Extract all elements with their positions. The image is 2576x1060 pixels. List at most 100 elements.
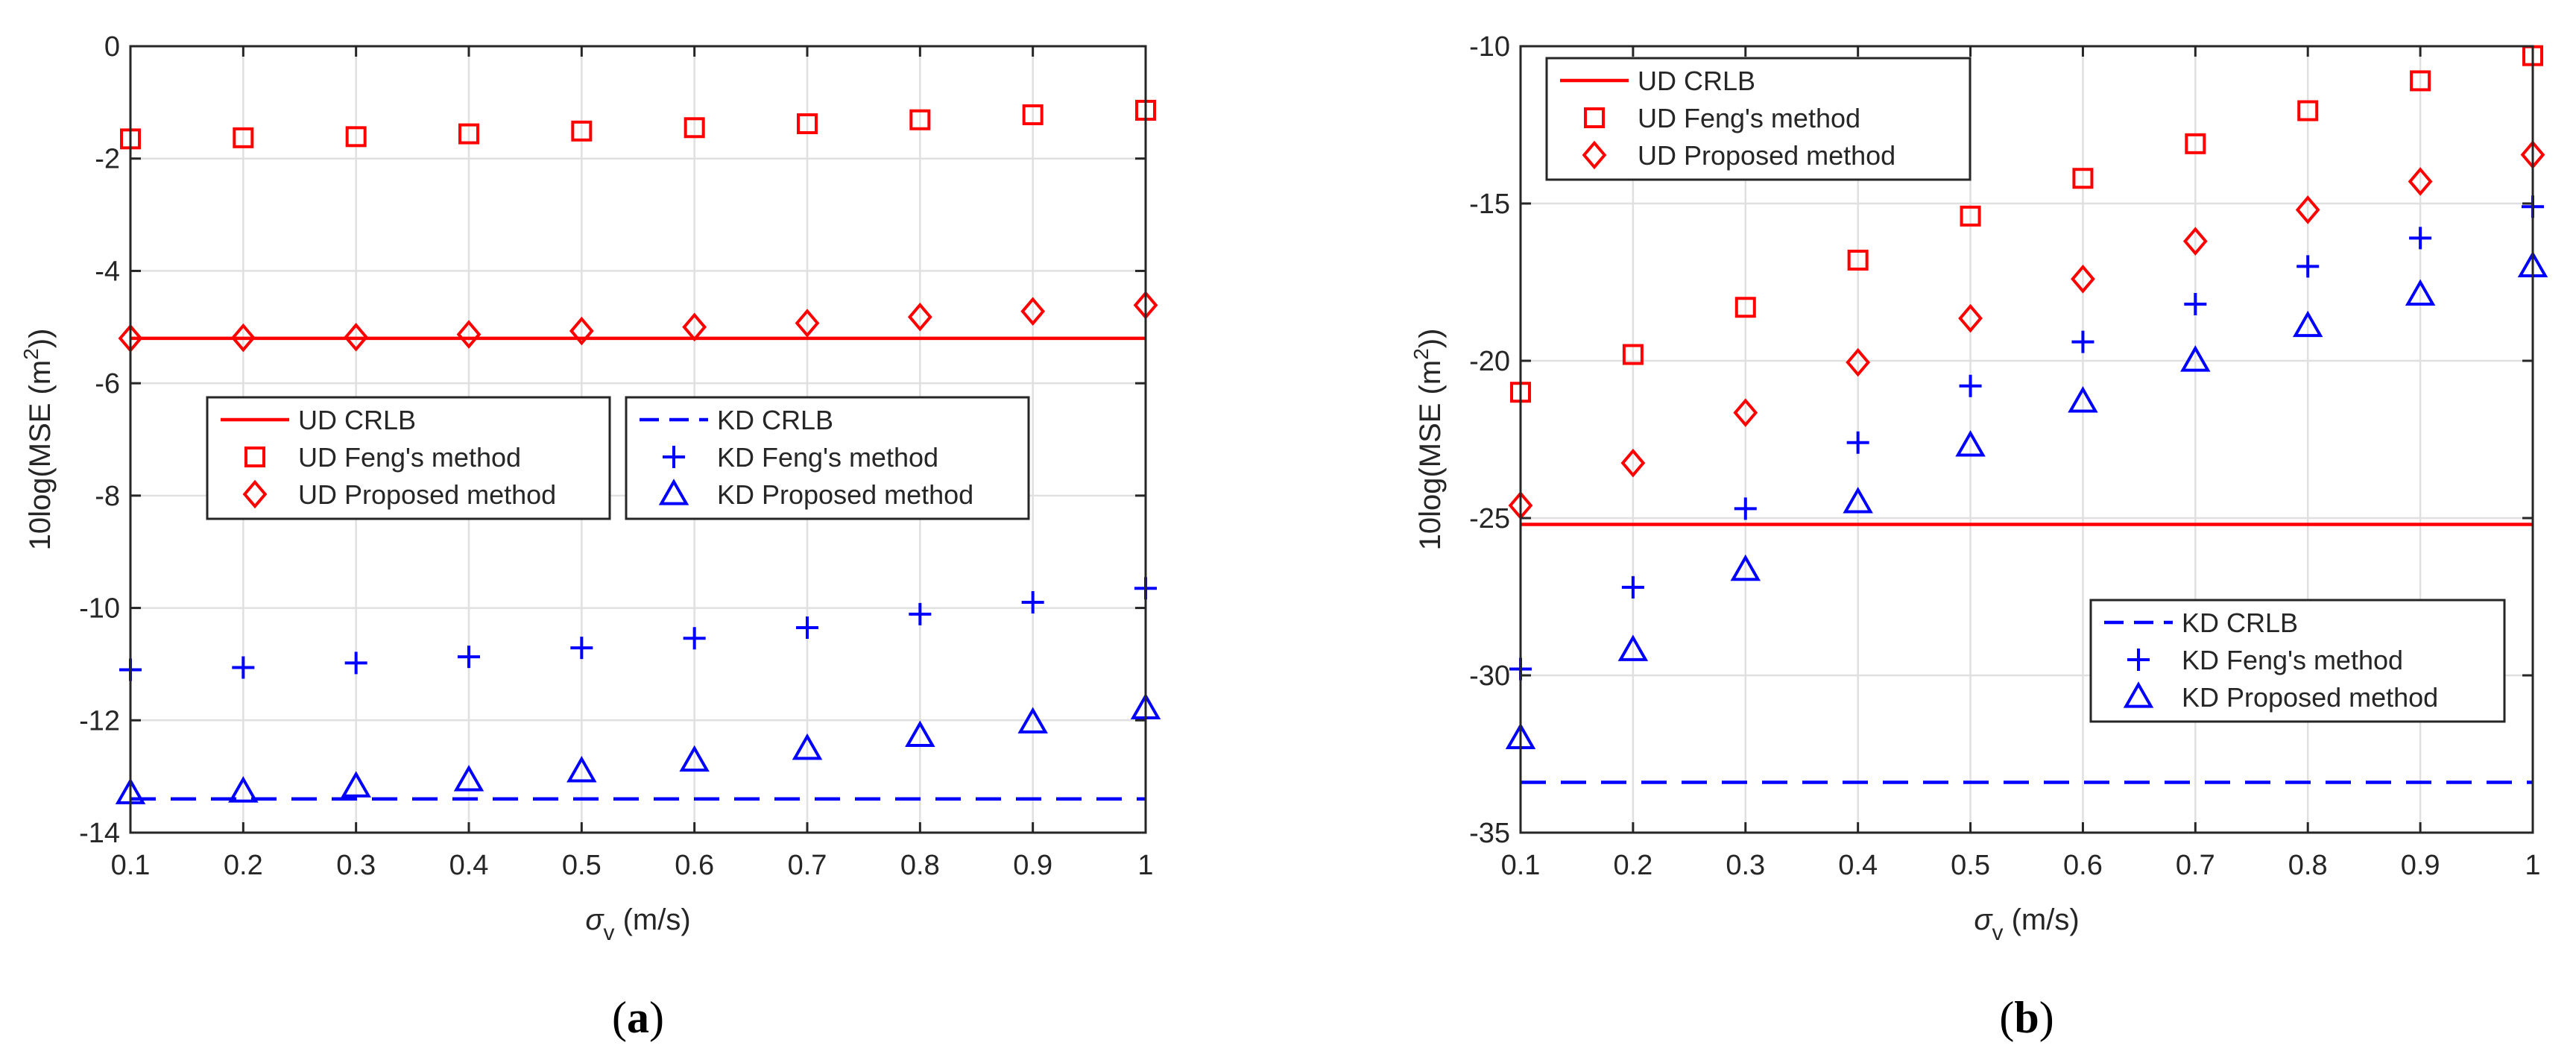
legend-marker-swatch xyxy=(2123,681,2154,708)
legend-label: UD Feng's method xyxy=(298,442,521,473)
legend-box xyxy=(206,396,611,520)
y-tick-label: -2 xyxy=(95,144,120,175)
x-tick-label: 0.5 xyxy=(562,850,602,881)
data-point xyxy=(2405,279,2436,306)
x-tick-label: 0.7 xyxy=(2176,850,2215,881)
data-point xyxy=(2182,227,2208,256)
legend-marker-swatch xyxy=(663,446,685,468)
panel-label-letter: b xyxy=(2014,993,2039,1042)
legend-marker-swatch xyxy=(2127,649,2150,671)
panel-label-close: ) xyxy=(649,993,664,1042)
data-point xyxy=(344,652,367,675)
data-point xyxy=(1733,398,1758,427)
legend-marker-swatch xyxy=(244,447,265,467)
panel-label-close: ) xyxy=(2039,993,2054,1042)
data-point xyxy=(2185,133,2206,154)
legend-marker-swatch xyxy=(1582,140,1607,170)
data-point xyxy=(1620,448,1646,478)
panel-label-letter: a xyxy=(627,993,649,1042)
y-tick-label: -12 xyxy=(79,705,120,736)
x-axis-label-units: (m/s) xyxy=(614,903,690,936)
y-axis-label-main: 10log(MSE (m xyxy=(24,360,57,551)
legend-label: UD Proposed method xyxy=(1638,140,1895,171)
data-point xyxy=(345,126,367,148)
data-point xyxy=(1621,575,1644,599)
x-tick-label: 0.5 xyxy=(1951,850,1990,881)
data-point xyxy=(458,646,480,669)
data-point xyxy=(1017,707,1048,734)
data-point xyxy=(2068,386,2098,413)
x-tick-label: 0.2 xyxy=(224,850,263,881)
data-point xyxy=(683,627,706,650)
data-point xyxy=(1734,297,1756,318)
data-point xyxy=(344,323,369,352)
x-tick-label: 0.7 xyxy=(788,850,827,881)
y-tick-label: -20 xyxy=(1469,346,1510,377)
x-tick-label: 0.8 xyxy=(2288,850,2328,881)
data-point xyxy=(796,616,818,639)
data-point xyxy=(1022,104,1044,125)
y-tick-label: -10 xyxy=(79,593,120,625)
x-tick-label: 0.6 xyxy=(675,850,714,881)
chart-a: 0.1 0.2 0.3 0.4 0.5 0.6 0.7 0.8 0.9 1 -14 -12 -10 -8 -… xyxy=(19,31,1161,1042)
data-point xyxy=(905,720,935,747)
data-point xyxy=(2072,168,2094,189)
legend-label: KD Feng's method xyxy=(717,442,938,473)
data-point xyxy=(1843,487,1873,514)
axes-box xyxy=(1519,45,2534,834)
data-point xyxy=(1955,430,1986,457)
data-point xyxy=(2071,264,2095,294)
data-point xyxy=(453,765,484,792)
data-point xyxy=(1958,303,1983,333)
y-axis-label: 10log(MSE (m2)) xyxy=(19,329,57,551)
data-point xyxy=(795,309,820,338)
data-point xyxy=(2180,345,2211,372)
data-point xyxy=(2408,167,2433,196)
legend-box xyxy=(2089,599,2506,723)
data-point xyxy=(228,776,259,803)
y-axis-label-tail: )) xyxy=(1414,329,1447,349)
data-point xyxy=(233,127,254,148)
data-point xyxy=(232,656,255,679)
data-point xyxy=(570,637,593,660)
data-point xyxy=(2295,195,2320,224)
data-point xyxy=(907,302,932,332)
y-axis-label-superscript: 2 xyxy=(19,348,42,360)
data-point xyxy=(1846,347,1871,377)
legend-label: UD CRLB xyxy=(1638,66,1755,96)
y-tick-label: -25 xyxy=(1469,503,1510,534)
legend-marker-swatch xyxy=(658,479,689,505)
data-point xyxy=(1734,497,1757,520)
series-ud-feng-s-method xyxy=(1510,45,2543,403)
y-tick-label: -35 xyxy=(1469,818,1510,849)
data-point xyxy=(679,745,710,772)
x-axis-label: σv (m/s) xyxy=(585,903,690,945)
legend: UD CRLB UD Feng's method UD Proposed metho… xyxy=(1545,57,1972,181)
data-point xyxy=(1847,249,1869,271)
legend-label: KD Feng's method xyxy=(2182,645,2403,675)
y-tick-label: -30 xyxy=(1469,660,1510,692)
chart-b: 0.1 0.2 0.3 0.4 0.5 0.6 0.7 0.8 0.9 1 -35 -30 -25 -20… xyxy=(1409,31,2548,1042)
x-axis-label-units: (m/s) xyxy=(2003,903,2079,936)
legend-marker-swatch xyxy=(1584,107,1605,128)
x-axis-label: σv (m/s) xyxy=(1974,903,2079,945)
y-tick-label: -8 xyxy=(95,481,120,512)
x-tick-label: 0.2 xyxy=(1613,850,1652,881)
y-tick-label: -6 xyxy=(95,368,120,400)
axes-box xyxy=(129,45,1147,834)
data-point xyxy=(2296,255,2320,278)
x-tick-label: 0.4 xyxy=(1838,850,1878,881)
series-kd-proposed-method xyxy=(1505,250,2548,749)
x-tick-label: 1 xyxy=(2525,850,2540,881)
x-axis-label-subscript: v xyxy=(603,921,614,945)
y-tick-label: 0 xyxy=(104,31,120,63)
legend: KD CRLB KD Feng's method KD Proposed metho… xyxy=(625,396,1030,520)
legend: KD CRLB KD Feng's method KD Proposed metho… xyxy=(2089,599,2506,723)
data-point xyxy=(797,113,818,134)
x-tick-label: 0.3 xyxy=(336,850,376,881)
data-point xyxy=(458,123,479,145)
panel-label: (b) xyxy=(1999,993,2053,1042)
legend-label: KD CRLB xyxy=(717,405,833,435)
